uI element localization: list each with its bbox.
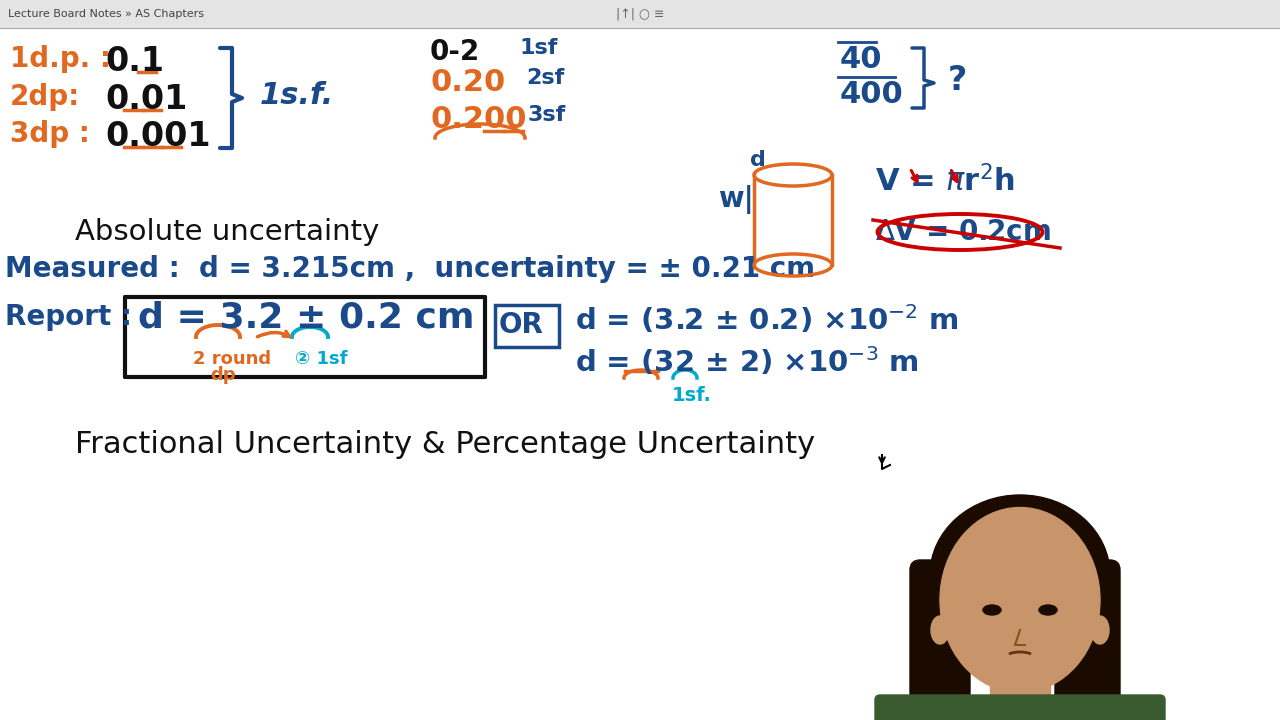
Text: ② 1sf: ② 1sf	[294, 350, 347, 368]
Text: 0.01: 0.01	[105, 83, 187, 116]
Text: 0.200: 0.200	[430, 105, 526, 134]
Ellipse shape	[1039, 605, 1057, 615]
Text: 2 round: 2 round	[193, 350, 271, 368]
Bar	[0, 0, 1280, 28]
Text: d: d	[750, 150, 765, 170]
Text: d = 3.2 ± 0.2 cm: d = 3.2 ± 0.2 cm	[138, 300, 475, 334]
Text: 2dp:: 2dp:	[10, 83, 81, 111]
FancyBboxPatch shape	[1055, 560, 1120, 720]
Text: d = (32 ± 2) ×10$^{-3}$ m: d = (32 ± 2) ×10$^{-3}$ m	[575, 345, 919, 378]
Text: 1sf: 1sf	[520, 38, 558, 58]
Text: 40: 40	[840, 45, 882, 74]
Text: d = (3.2 ± 0.2) ×10$^{-2}$ m: d = (3.2 ± 0.2) ×10$^{-2}$ m	[575, 303, 959, 336]
Text: Report :: Report :	[5, 303, 132, 331]
Text: $\Delta$V = 0.2cm: $\Delta$V = 0.2cm	[876, 218, 1051, 246]
Ellipse shape	[1091, 616, 1108, 644]
Text: Measured :  d = 3.215cm ,  uncertainty = ± 0.21 cm: Measured : d = 3.215cm , uncertainty = ±…	[5, 255, 815, 283]
Text: V = $\pi$r$^2$h: V = $\pi$r$^2$h	[876, 165, 1015, 197]
Text: OR: OR	[499, 311, 544, 339]
Text: 3dp :: 3dp :	[10, 120, 90, 148]
Text: dp: dp	[210, 366, 236, 384]
Text: Fractional Uncertainty & Percentage Uncertainty: Fractional Uncertainty & Percentage Unce…	[76, 430, 815, 459]
Text: 2sf: 2sf	[526, 68, 564, 88]
Text: 1s.f.: 1s.f.	[260, 81, 334, 110]
Ellipse shape	[931, 495, 1110, 655]
FancyBboxPatch shape	[876, 695, 1165, 720]
Text: ?: ?	[948, 63, 968, 96]
Text: Absolute uncertainty: Absolute uncertainty	[76, 218, 379, 246]
Text: 400: 400	[840, 80, 904, 109]
Text: w|: w|	[718, 185, 754, 214]
Text: 0-2: 0-2	[430, 38, 480, 66]
Ellipse shape	[983, 605, 1001, 615]
FancyBboxPatch shape	[910, 560, 970, 720]
Text: 0.001: 0.001	[105, 120, 210, 153]
Ellipse shape	[940, 508, 1100, 693]
Bar	[989, 670, 1050, 720]
Text: Lecture Board Notes » AS Chapters: Lecture Board Notes » AS Chapters	[8, 9, 204, 19]
Text: 0.1: 0.1	[105, 45, 164, 78]
Ellipse shape	[931, 616, 948, 644]
Text: |↑| ○ ≡: |↑| ○ ≡	[616, 7, 664, 20]
Text: 1d.p. :: 1d.p. :	[10, 45, 111, 73]
Text: 0.20: 0.20	[430, 68, 506, 97]
Text: 1sf.: 1sf.	[672, 386, 712, 405]
Text: 3sf: 3sf	[529, 105, 566, 125]
